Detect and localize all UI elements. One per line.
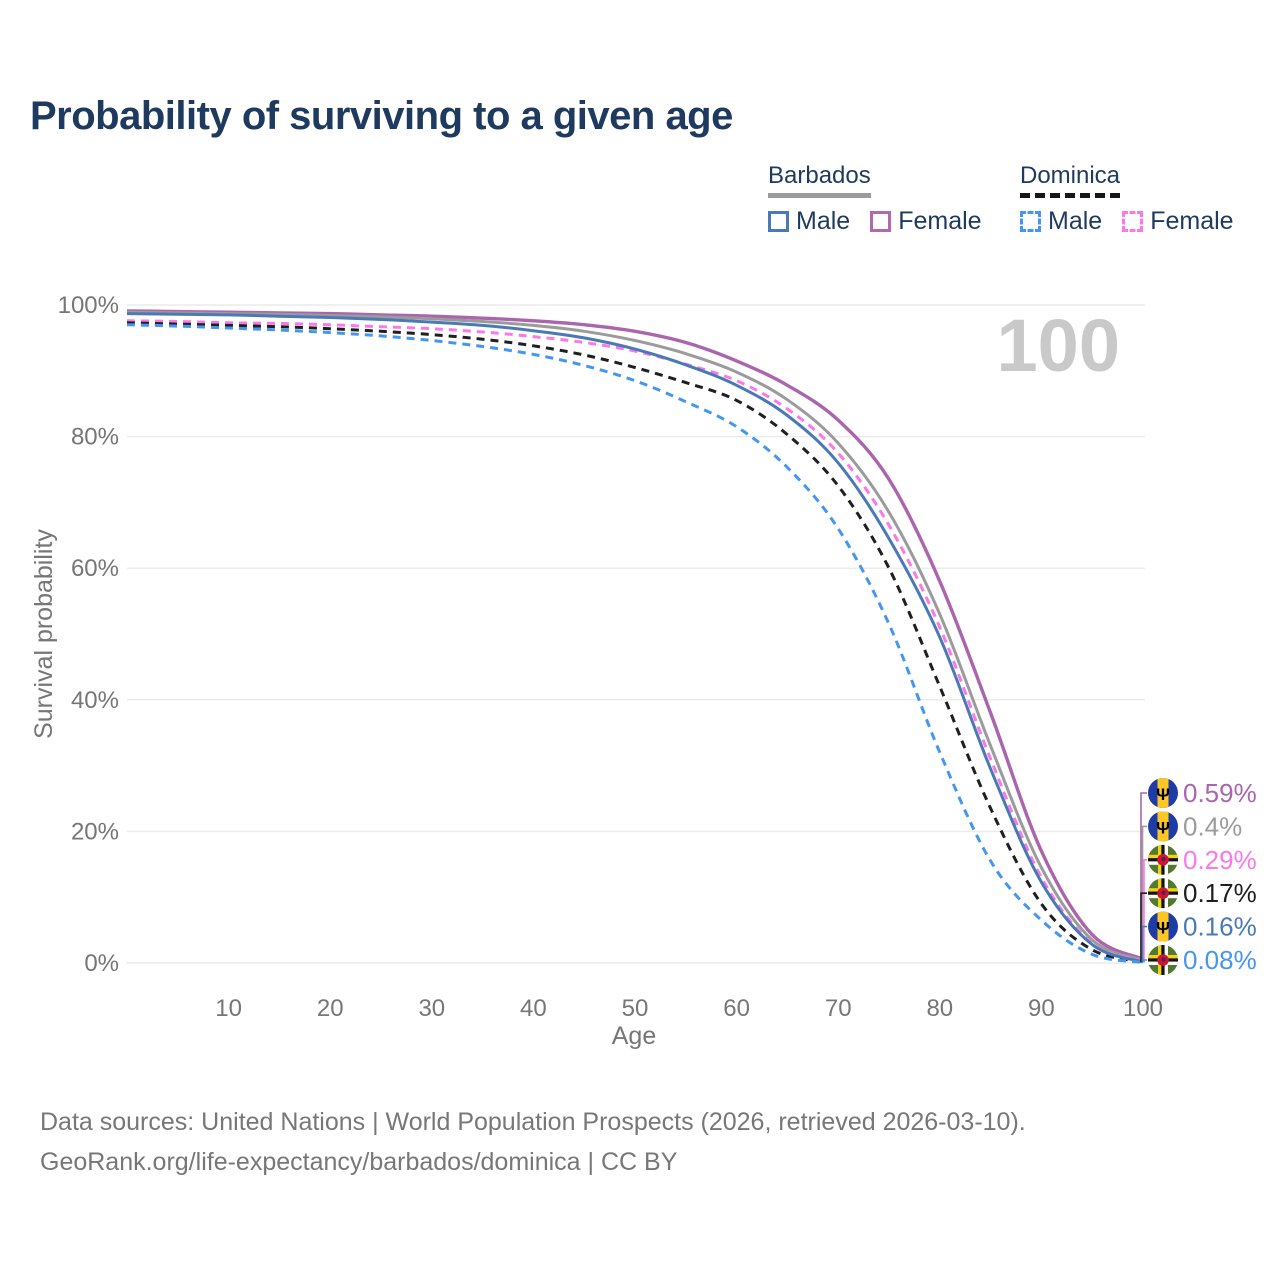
leader-lines	[1140, 792, 1147, 963]
end-value-label: 0.08%	[1183, 945, 1257, 975]
x-tick-label: 30	[418, 995, 445, 1022]
legend-label: Male	[1048, 207, 1103, 235]
x-tick-label: 50	[622, 995, 649, 1022]
barbados-flag-icon: Ψ	[1148, 811, 1178, 842]
y-tick-label: 20%	[71, 818, 119, 845]
curve-dominica-female[interactable]	[126, 319, 1144, 963]
curve-dominica-both[interactable]	[126, 321, 1144, 964]
x-tick-label: 10	[215, 995, 242, 1022]
end-label-row: 0.29%	[1148, 844, 1257, 875]
curve-barbados-both[interactable]	[126, 310, 1144, 962]
x-tick-label: 100	[1123, 995, 1163, 1022]
end-value-label: 0.29%	[1183, 845, 1257, 875]
axis-ticks: 0% 20% 40% 60% 80% 100% 10 20 30 40 50 60 70 80 90 100	[58, 292, 1163, 1022]
end-value-label: 0.16%	[1183, 912, 1257, 942]
dominica-male-swatch	[1020, 211, 1041, 232]
attribution-line[interactable]: GeoRank.org/life-expectancy/barbados/dom…	[40, 1148, 678, 1176]
dominica-flag-icon	[1148, 945, 1178, 975]
curve-barbados-male[interactable]	[126, 312, 1144, 964]
x-tick-label: 80	[926, 995, 953, 1022]
legend-item-dominica-male[interactable]: Male	[1020, 207, 1102, 236]
end-labels: Ψ 0.59% Ψ 0.4% 0.29%0.17% Ψ 0.16%0.08%	[1148, 778, 1257, 975]
end-label-row: 0.08%	[1148, 945, 1257, 975]
legend-item-barbados-female[interactable]: Female	[870, 207, 982, 236]
dominica-flag-icon	[1148, 844, 1178, 875]
y-tick-label: 80%	[71, 424, 119, 451]
end-value-label: 0.59%	[1183, 778, 1257, 808]
barbados-female-swatch	[870, 211, 892, 232]
legend-item-barbados-male[interactable]: Male	[768, 207, 850, 236]
page-title: Probability of surviving to a given age	[30, 94, 733, 138]
end-label-row: Ψ 0.16%	[1148, 911, 1257, 942]
leader-line	[1143, 959, 1147, 963]
svg-text:Ψ: Ψ	[1156, 919, 1170, 938]
dominica-female-swatch	[1122, 211, 1144, 232]
legend-label: Male	[796, 207, 851, 235]
end-value-label: 0.4%	[1183, 811, 1242, 841]
leader-line	[1141, 925, 1147, 962]
y-tick-label: 60%	[71, 555, 119, 582]
svg-text:Ψ: Ψ	[1156, 785, 1170, 804]
age-counter-watermark: 100	[997, 304, 1120, 387]
y-axis-title: Survival probability	[30, 529, 58, 739]
leader-line	[1141, 825, 1147, 961]
legend-group-dominica: Dominica Male Female	[1020, 162, 1234, 236]
leader-line	[1143, 859, 1147, 962]
x-tick-label: 20	[317, 995, 344, 1022]
leader-line	[1140, 892, 1147, 962]
y-tick-label: 40%	[71, 687, 119, 714]
x-tick-label: 70	[825, 995, 852, 1022]
y-tick-label: 100%	[58, 292, 119, 319]
curves	[126, 309, 1144, 964]
y-tick-label: 0%	[84, 950, 119, 977]
curve-barbados-female[interactable]	[126, 309, 1144, 961]
end-value-label: 0.17%	[1183, 878, 1257, 908]
barbados-male-swatch	[768, 211, 789, 232]
legend-group-barbados: Barbados Male Female	[768, 162, 982, 236]
curve-dominica-male[interactable]	[126, 323, 1144, 964]
gridlines	[127, 304, 1145, 964]
data-sources-line: Data sources: United Nations | World Pop…	[40, 1108, 1026, 1136]
x-axis-title: Age	[612, 1022, 656, 1050]
end-label-row: Ψ 0.4%	[1148, 811, 1242, 842]
legend-item-dominica-female[interactable]: Female	[1122, 207, 1234, 236]
svg-text:Ψ: Ψ	[1156, 818, 1170, 837]
legend-title-dominica[interactable]: Dominica	[1020, 162, 1121, 198]
x-tick-label: 40	[520, 995, 547, 1022]
x-tick-label: 60	[723, 995, 750, 1022]
legend-title-barbados[interactable]: Barbados	[768, 162, 871, 198]
end-label-row: 0.17%	[1148, 878, 1257, 909]
barbados-flag-icon: Ψ	[1148, 911, 1178, 942]
legend-label: Female	[898, 207, 982, 235]
dominica-flag-icon	[1148, 878, 1178, 909]
x-tick-label: 90	[1028, 995, 1055, 1022]
legend-label: Female	[1150, 207, 1234, 235]
barbados-flag-icon: Ψ	[1148, 778, 1178, 808]
end-label-row: Ψ 0.59%	[1148, 778, 1257, 808]
